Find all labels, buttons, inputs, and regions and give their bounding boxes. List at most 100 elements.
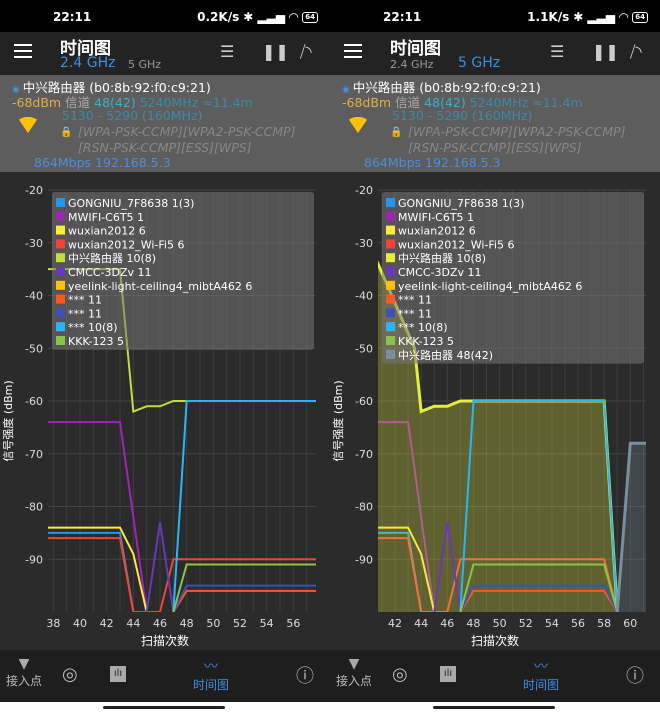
filter-icon[interactable]: ☰ bbox=[550, 42, 565, 61]
x-tick-label: 46 bbox=[153, 617, 167, 630]
link-speed-ip: 864Mbps 192.168.5.3 bbox=[364, 155, 501, 170]
phone-screen: 22:11 0.2K/s ✱ ▂▃▅ ◠ 64 时间图 2.4 GHz 5 GHz ☰ ❚❚ ⧸◝ ◉ … bbox=[0, 0, 330, 709]
legend-entry: GONGNIU_7F8638 1(3) bbox=[68, 197, 194, 210]
channel: 48(42) bbox=[424, 95, 466, 110]
bottom-nav: ▼ 接入点 ◎ ılı 〰时间图 ⓘ bbox=[0, 650, 330, 702]
legend-swatch bbox=[56, 239, 65, 249]
nav-label: 接入点 bbox=[336, 674, 373, 688]
wifi-icon: ▼ bbox=[348, 656, 360, 672]
capabilities: [WPA-PSK-CCMP][WPA2-PSK-CCMP] bbox=[408, 124, 626, 139]
battery-icon: 64 bbox=[632, 11, 648, 23]
x-axis-label: 扫描次数 bbox=[471, 633, 519, 648]
legend-entry: yeelink-light-ceiling4_mibtA462 6 bbox=[398, 280, 582, 293]
y-tick-label: -90 bbox=[25, 553, 43, 566]
cellular-icon: ▂▃▅ bbox=[257, 10, 286, 24]
legend-swatch bbox=[56, 294, 65, 304]
net-speed: 0.2K/s bbox=[197, 10, 240, 24]
nav-label: 时间图 bbox=[523, 678, 560, 692]
line-graph-icon: 〰 bbox=[534, 659, 548, 675]
legend-swatch bbox=[386, 294, 395, 304]
wifi-icon: ◠ bbox=[619, 10, 629, 24]
connected-ap-info[interactable]: ◉ 中兴路由器 (b0:8b:92:f0:c9:21) -68dBm 信道 48(42… bbox=[0, 75, 330, 172]
y-tick-label: -40 bbox=[25, 290, 43, 303]
series-line bbox=[48, 531, 135, 612]
y-tick-label: -30 bbox=[25, 237, 43, 250]
status-bar: 22:11 1.1K/s ✱ ▂▃▅ ◠ 64 bbox=[330, 0, 660, 32]
legend-entry: KKK-123 5 bbox=[398, 335, 454, 348]
legend-entry: *** 10(8) bbox=[398, 321, 448, 334]
legend-entry: *** 11 bbox=[68, 307, 102, 320]
frequency-range: 5130 - 5290 (160MHz) bbox=[62, 108, 203, 123]
y-tick-label: -50 bbox=[25, 342, 43, 355]
connected-ap-info[interactable]: ◉ 中兴路由器 (b0:8b:92:f0:c9:21) -68dBm 信道 48(42… bbox=[330, 75, 660, 172]
y-tick-label: -90 bbox=[355, 553, 373, 566]
clock: 22:11 bbox=[383, 10, 422, 24]
menu-icon[interactable] bbox=[14, 44, 32, 58]
info-icon[interactable]: ⓘ bbox=[296, 666, 314, 687]
legend-swatch bbox=[386, 267, 395, 276]
x-tick-label: 40 bbox=[73, 617, 87, 630]
pause-icon[interactable]: ❚❚ bbox=[592, 42, 619, 61]
x-tick-label: 48 bbox=[466, 617, 480, 630]
x-tick-label: 56 bbox=[286, 617, 300, 630]
legend-entry: *** 11 bbox=[68, 294, 102, 307]
channel: 48(42) bbox=[94, 95, 136, 110]
nav-access-points[interactable]: ▼ 接入点 bbox=[336, 656, 372, 689]
channel-rating-icon[interactable]: ◎ bbox=[392, 664, 408, 685]
series-line bbox=[172, 400, 316, 612]
x-tick-label: 42 bbox=[388, 617, 402, 630]
legend-entry: GONGNIU_7F8638 1(3) bbox=[398, 197, 524, 210]
x-tick-label: 60 bbox=[623, 617, 637, 630]
legend-entry: 中兴路由器 10(8) bbox=[398, 251, 486, 265]
nav-access-points[interactable]: ▼ 接入点 bbox=[6, 656, 42, 689]
cellular-icon: ▂▃▅ bbox=[587, 10, 616, 24]
legend-swatch bbox=[56, 322, 65, 332]
x-tick-label: 56 bbox=[571, 617, 585, 630]
bar-chart-icon[interactable]: ılı bbox=[110, 666, 126, 682]
signal-strength: -68dBm bbox=[12, 95, 62, 110]
chart-svg: -20 -30 -40 -50 -60 -70 -80 -90 38 40 42 44 46 48 50 52… bbox=[1, 184, 316, 648]
y-axis-label: 信号强度 (dBm) bbox=[331, 380, 345, 461]
series-line bbox=[459, 563, 619, 612]
legend-swatch bbox=[56, 267, 65, 276]
legend-entry: KKK-123 5 bbox=[68, 335, 124, 348]
series-line bbox=[145, 522, 175, 612]
tab-2-4ghz[interactable]: 2.4 GHz bbox=[390, 58, 434, 71]
info-icon[interactable]: ⓘ bbox=[626, 666, 644, 687]
channel-rating-icon[interactable]: ◎ bbox=[62, 664, 78, 685]
y-tick-label: -60 bbox=[355, 395, 373, 408]
series-line bbox=[378, 526, 436, 612]
tab-2-4ghz[interactable]: 2.4 GHz bbox=[60, 55, 116, 71]
legend-swatch bbox=[386, 336, 395, 345]
wifi-scan-icon[interactable]: ⧸◝ bbox=[630, 42, 642, 61]
wifi-scan-icon[interactable]: ⧸◝ bbox=[300, 42, 312, 61]
pause-icon[interactable]: ❚❚ bbox=[262, 42, 289, 61]
nav-label: 接入点 bbox=[6, 674, 43, 688]
page-title: 时间图 bbox=[390, 39, 441, 59]
line-graph-icon: 〰 bbox=[204, 659, 218, 675]
nav-time-graph[interactable]: 〰时间图 bbox=[193, 656, 229, 693]
series-line bbox=[459, 400, 619, 612]
x-tick-label: 44 bbox=[126, 617, 140, 630]
legend-swatch bbox=[386, 349, 395, 359]
nav-time-graph[interactable]: 〰时间图 bbox=[523, 656, 559, 693]
bar-chart-icon[interactable]: ılı bbox=[440, 666, 456, 682]
home-indicator[interactable] bbox=[103, 706, 225, 709]
series-line bbox=[172, 589, 316, 612]
filter-icon[interactable]: ☰ bbox=[220, 42, 235, 61]
home-indicator[interactable] bbox=[433, 706, 555, 709]
capabilities: [WPA-PSK-CCMP][WPA2-PSK-CCMP] bbox=[78, 124, 296, 139]
legend-swatch bbox=[386, 225, 395, 235]
menu-icon[interactable] bbox=[344, 44, 362, 58]
series-line bbox=[378, 421, 436, 612]
frequency: 5240MHz ≈11.4m bbox=[469, 95, 583, 110]
y-tick-label: -80 bbox=[25, 501, 43, 514]
x-tick-label: 38 bbox=[46, 617, 60, 630]
legend-entry: yeelink-light-ceiling4_mibtA462 6 bbox=[68, 280, 252, 293]
tab-5ghz[interactable]: 5 GHz bbox=[458, 55, 501, 71]
series-line bbox=[48, 537, 316, 612]
legend-swatch bbox=[386, 198, 395, 207]
legend-swatch bbox=[56, 308, 65, 318]
tab-5ghz[interactable]: 5 GHz bbox=[128, 58, 162, 71]
legend bbox=[382, 192, 644, 364]
